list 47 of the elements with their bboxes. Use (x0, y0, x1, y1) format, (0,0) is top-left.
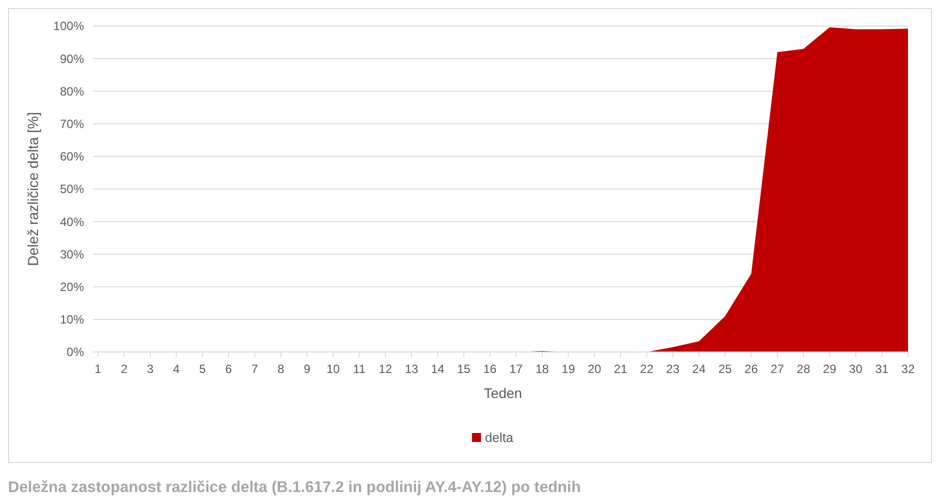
x-tick-label: 8 (278, 362, 285, 376)
y-tick-label: 50% (60, 182, 84, 196)
y-tick-label: 20% (60, 280, 84, 294)
x-tick-label: 17 (509, 362, 524, 376)
x-tick-label: 6 (225, 362, 232, 376)
y-axis-title: Delež različice delta [%] (26, 112, 42, 266)
x-tick-label: 15 (457, 362, 471, 376)
x-tick-label: 3 (146, 362, 154, 376)
x-tick-label: 5 (199, 362, 206, 376)
x-tick-label: 18 (536, 362, 550, 376)
x-tick-label: 7 (251, 362, 258, 376)
y-tick-label: 80% (60, 84, 84, 98)
x-tick-label: 29 (822, 362, 837, 376)
x-tick-label: 26 (744, 362, 758, 376)
text: Deležna zastopanost različice delta (B.1.617.2 in podlinij AY.4-AY.12) po tednih (8, 479, 581, 496)
y-tick-label: 10% (60, 312, 84, 327)
y-tick-label: 100% (53, 19, 84, 34)
x-tick-label: 23 (666, 362, 680, 376)
x-tick-label: 14 (431, 362, 445, 376)
x-tick-label: 10 (326, 362, 340, 376)
x-tick-label: 19 (562, 362, 576, 376)
x-tick-label: 12 (378, 362, 392, 376)
x-tick-label: 32 (901, 362, 915, 376)
x-tick-label: 25 (718, 362, 732, 376)
x-tick-label: 4 (173, 362, 180, 376)
x-tick-label: 31 (875, 362, 889, 376)
x-tick-label: 21 (614, 362, 628, 376)
x-tick-label: 16 (483, 362, 497, 376)
y-tick-label: 40% (60, 214, 84, 229)
x-axis-title: Teden (484, 385, 522, 401)
y-tick-label: 30% (60, 247, 84, 262)
x-tick-label: 30 (849, 362, 863, 376)
x-tick-label: 1 (94, 362, 102, 376)
x-tick-label: 2 (120, 362, 128, 376)
legend-label: delta (485, 430, 514, 445)
x-tick-label: 24 (692, 362, 706, 376)
x-tick-label: 28 (796, 362, 810, 376)
y-tick-label: 70% (60, 117, 84, 131)
y-tick-label: 60% (60, 150, 84, 164)
x-tick-label: 22 (640, 362, 654, 376)
x-tick-label: 11 (353, 362, 366, 376)
y-tick-label: 0% (66, 345, 84, 360)
x-tick-label: 27 (770, 362, 784, 376)
x-tick-label: 13 (404, 362, 419, 376)
y-tick-label: 90% (60, 52, 84, 66)
x-tick-label: 9 (304, 362, 311, 376)
x-tick-label: 20 (588, 362, 602, 376)
